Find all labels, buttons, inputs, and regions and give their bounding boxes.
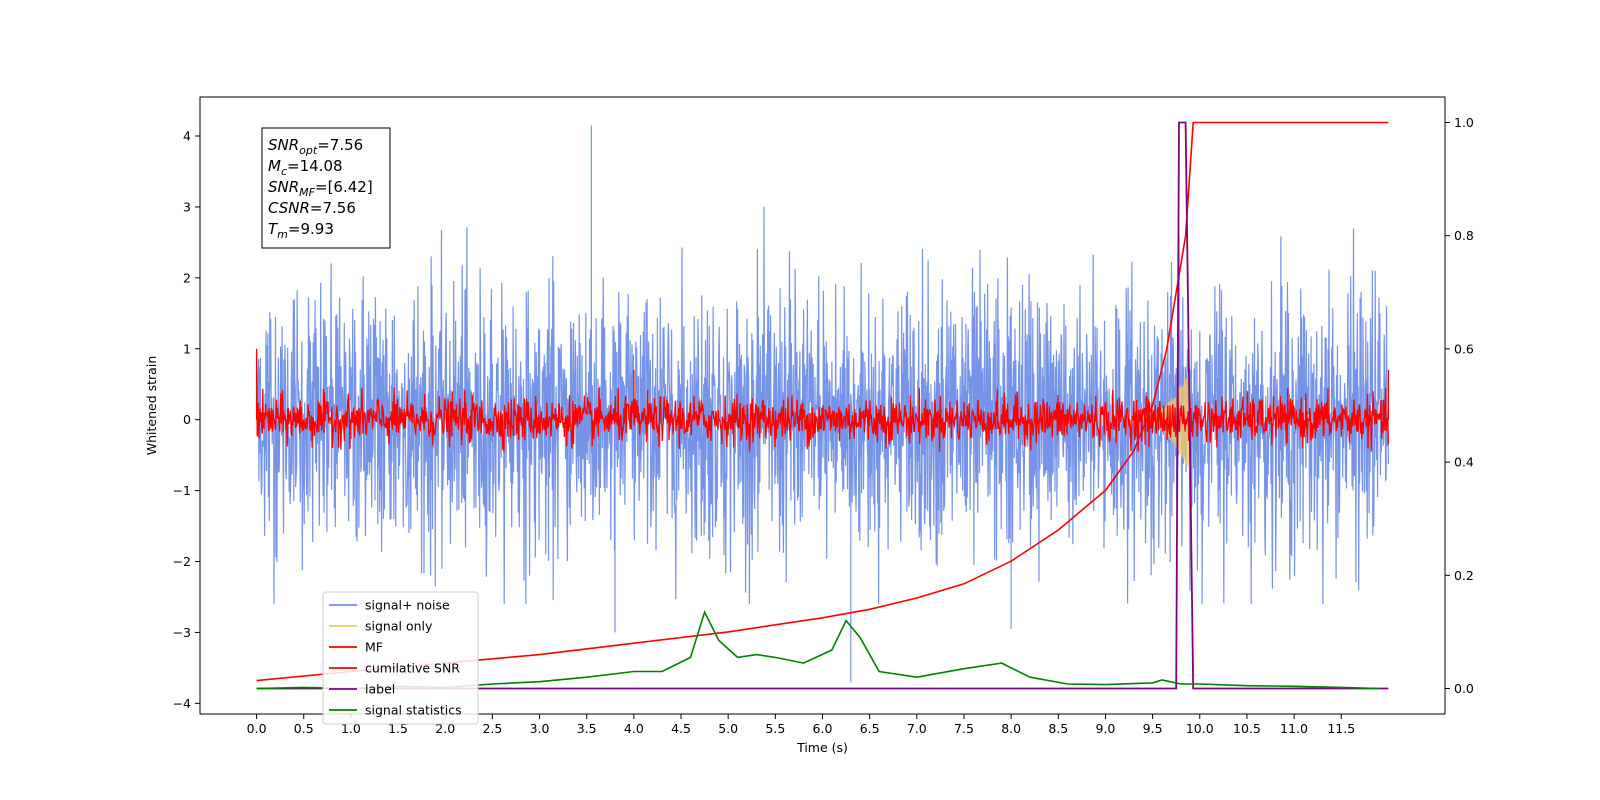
legend-frame (322, 591, 479, 725)
series-signal-statistics (256, 609, 1380, 690)
y2-tick-label: 0.4 (1454, 455, 1474, 470)
info-line-value: =14.08 (287, 157, 343, 175)
info-line-symbol: SNR (268, 178, 299, 196)
legend-label: MF (365, 640, 383, 655)
y-axis-label: Whitened strain (144, 356, 159, 455)
x-tick-label: 6.0 (813, 721, 833, 736)
x-tick-label: 11.5 (1327, 721, 1355, 736)
legend-label: signal statistics (365, 703, 462, 718)
legend-label: cumilative SNR (365, 661, 460, 676)
y-tick-label: 2 (183, 270, 191, 285)
y-tick-label: 4 (183, 129, 191, 144)
x-tick-label: 10.0 (1186, 721, 1214, 736)
legend-label: signal only (365, 619, 433, 634)
x-tick-label: 9.0 (1096, 721, 1116, 736)
legend-label: signal+ noise (365, 598, 450, 613)
y-tick-label: −3 (173, 625, 191, 640)
info-line-value: =[6.42] (315, 178, 373, 196)
info-line-symbol: T (268, 220, 279, 238)
y2-tick-label: 1.0 (1454, 115, 1474, 130)
x-tick-label: 5.5 (765, 721, 785, 736)
info-line: Mc=14.08 (268, 157, 343, 178)
y-tick-label: 3 (183, 199, 191, 214)
info-line-value: =7.56 (310, 199, 356, 217)
y-tick-label: −4 (173, 696, 191, 711)
x-tick-label: 3.5 (577, 721, 597, 736)
x-tick-label: 3.0 (530, 721, 550, 736)
x-tick-label: 2.5 (482, 721, 502, 736)
x-tick-label: 7.5 (954, 721, 974, 736)
y-tick-label: −1 (173, 483, 191, 498)
legend-label: label (365, 682, 395, 697)
info-box-frame (261, 127, 391, 249)
info-line-symbol: M (268, 157, 281, 175)
x-tick-label: 8.5 (1048, 721, 1068, 736)
x-tick-label: 6.5 (860, 721, 880, 736)
info-line: CSNR=7.56 (268, 199, 356, 217)
axes: 0.0 0.5 1.0 1.5 2.0 2.5 3.0 3.5 4.0 4.5 5.0 5.5 6.0 6… (173, 96, 1474, 736)
y2-tick-label: 0.8 (1454, 228, 1474, 243)
series-label (256, 121, 1389, 690)
y2-tick-label: 0.6 (1454, 341, 1474, 356)
x-tick-label: 1.5 (388, 721, 408, 736)
y2-tick-label: 0.2 (1454, 568, 1474, 583)
legend: signal+ noise signal only MF cumilative SNR… (322, 591, 479, 725)
info-box: SNRopt=7.56Mc=14.08SNRMF=[6.42]CSNR=7.56… (261, 127, 391, 249)
x-tick-label: 9.5 (1143, 721, 1163, 736)
info-line-subscript: m (277, 228, 288, 241)
x-tick-label: 11.0 (1280, 721, 1308, 736)
x-tick-label: 10.5 (1233, 721, 1261, 736)
x-axis-label: Time (s) (796, 740, 848, 755)
info-line-symbol: CSNR (268, 199, 310, 217)
x-tick-label: 0.0 (247, 721, 267, 736)
info-line: Tm=9.93 (268, 220, 334, 241)
y-tick-label: 0 (183, 412, 191, 427)
x-tick-label: 5.0 (718, 721, 738, 736)
y2-tick-label: 0.0 (1454, 681, 1474, 696)
plot-area (255, 121, 1390, 690)
x-tick-label: 8.0 (1001, 721, 1021, 736)
x-tick-label: 2.0 (435, 721, 455, 736)
x-tick-label: 7.0 (907, 721, 927, 736)
x-tick-label: 1.0 (341, 721, 361, 736)
info-line-subscript: MF (299, 186, 315, 199)
info-line: SNRopt=7.56 (268, 136, 363, 157)
info-line-subscript: c (281, 165, 287, 178)
info-line: SNRMF=[6.42] (268, 178, 373, 199)
x-tick-label: 4.0 (624, 721, 644, 736)
info-line-symbol: SNR (268, 136, 299, 154)
info-line-value: =9.93 (288, 220, 334, 238)
x-tick-label: 0.5 (294, 721, 314, 736)
x-tick-label: 4.5 (671, 721, 691, 736)
y-tick-label: −2 (173, 554, 191, 569)
y-tick-label: 1 (183, 341, 191, 356)
series-mf (255, 348, 1390, 452)
info-line-subscript: opt (299, 144, 318, 157)
info-line-value: =7.56 (317, 136, 363, 154)
series-cumulative-snr (256, 121, 1389, 682)
